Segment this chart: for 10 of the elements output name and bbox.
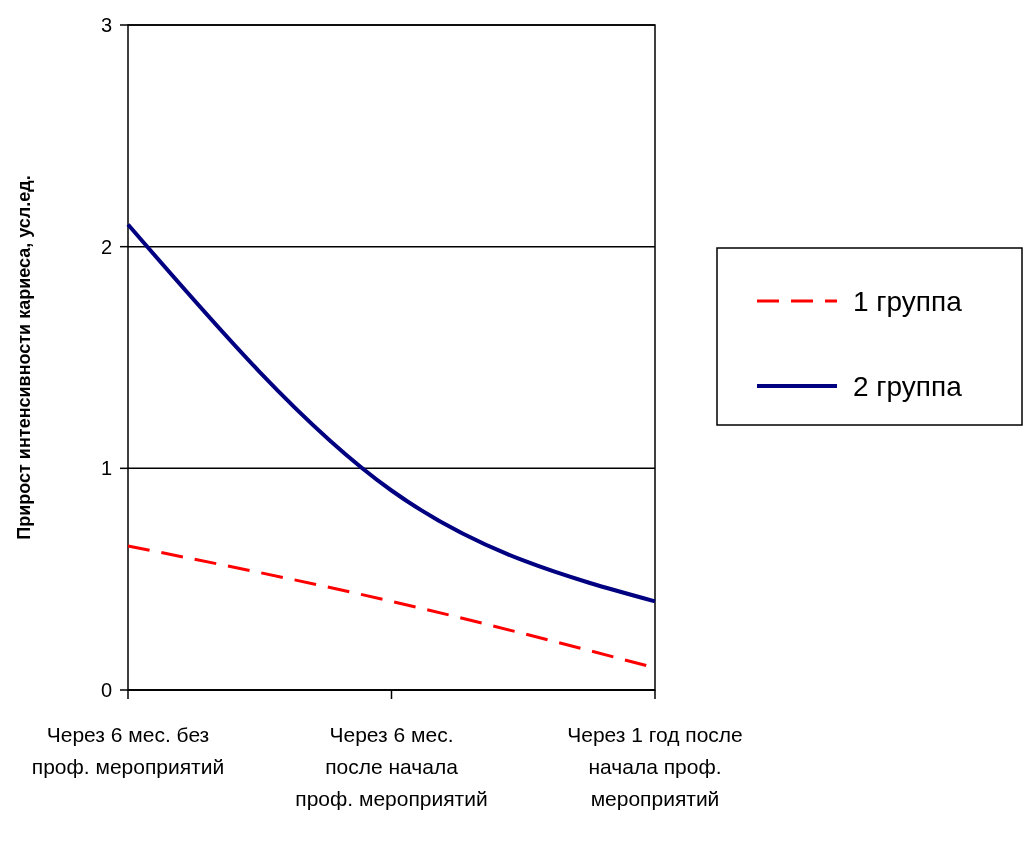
y-tick-label: 2 [100, 235, 112, 258]
x-tick-label: Через 1 год после начала проф. мероприятий [567, 723, 743, 810]
y-tick-label: 1 [100, 457, 112, 480]
y-axis-title: Прирост интенсивности кариеса, усл.ед. [14, 175, 34, 540]
legend-label: 1 группа [853, 285, 963, 317]
y-tick-label: 3 [100, 14, 112, 36]
y-tick-label: 0 [100, 679, 112, 701]
x-tick-label: Через 6 мес. без проф. мероприятий [31, 723, 225, 778]
legend-label: 2 группа [853, 370, 963, 402]
x-tick-label: Через 6 мес. после начала проф. мероприятий [295, 723, 488, 810]
